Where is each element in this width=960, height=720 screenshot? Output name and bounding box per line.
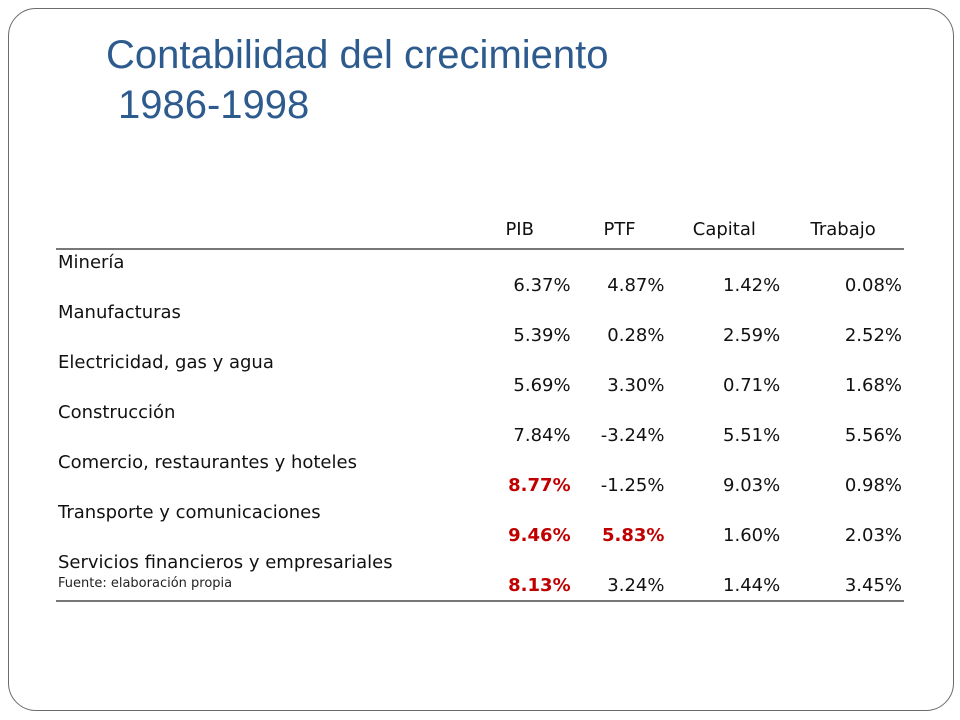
header-sector (56, 210, 467, 250)
cell-pib: 7.84% (513, 425, 571, 446)
cell-ptf: -3.24% (600, 425, 665, 446)
cell-ptf: 3.30% (607, 375, 665, 396)
sector-label: Comercio, restaurantes y hoteles (58, 452, 357, 473)
table-row: Transporte y comunicaciones 9.46% 5.83% 1.6… (56, 500, 904, 550)
cell-ptf: 3.24% (572, 550, 667, 602)
table-row: Servicios financieros y empresariales 8.1… (56, 550, 904, 602)
header-capital: Capital (666, 210, 783, 250)
sector-label: Electricidad, gas y agua (58, 352, 274, 373)
header-ptf: PTF (572, 210, 667, 250)
cell-pib: 9.46% (508, 525, 571, 546)
sector-label: Manufacturas (58, 302, 181, 323)
cell-trabajo: 1.68% (844, 375, 902, 396)
cell-pib: 5.39% (513, 325, 571, 346)
source-note: Fuente: elaboración propia (58, 576, 233, 591)
cell-capital: 1.42% (723, 275, 781, 296)
sector-label: Servicios financieros y empresariales (56, 550, 467, 602)
title-line-1: Contabilidad del crecimiento (106, 33, 609, 77)
cell-trabajo: 2.03% (844, 525, 902, 546)
table-row: Manufacturas 5.39% 0.28% 2.59% 2.52% (56, 300, 904, 350)
cell-pib: 8.13% (466, 550, 573, 602)
cell-capital: 5.51% (723, 425, 781, 446)
header-pib: PIB (466, 210, 573, 250)
cell-pib: 8.77% (508, 475, 571, 496)
cell-capital: 1.60% (723, 525, 781, 546)
cell-ptf: 5.83% (602, 525, 665, 546)
cell-capital: 1.44% (666, 550, 783, 602)
cell-trabajo: 2.52% (844, 325, 902, 346)
growth-accounting-table: PIB PTF Capital Trabajo Minería 6.37% 4.87… (56, 210, 904, 602)
cell-pib: 6.37% (513, 275, 571, 296)
table-row: Construcción 7.84% -3.24% 5.51% 5.56% (56, 400, 904, 450)
table-row: Comercio, restaurantes y hoteles 8.77% -1.… (56, 450, 904, 500)
slide-title: Contabilidad del crecimiento 1986-1998 (106, 30, 609, 130)
cell-capital: 9.03% (723, 475, 781, 496)
title-line-2: 1986-1998 (118, 83, 310, 127)
sector-label: Transporte y comunicaciones (58, 502, 321, 523)
table-row: Electricidad, gas y agua 5.69% 3.30% 0.71% 1… (56, 350, 904, 400)
cell-capital: 0.71% (723, 375, 781, 396)
cell-ptf: -1.25% (600, 475, 665, 496)
cell-trabajo: 3.45% (782, 550, 904, 602)
header-trabajo: Trabajo (782, 210, 904, 250)
cell-ptf: 4.87% (607, 275, 665, 296)
cell-trabajo: 0.08% (844, 275, 902, 296)
cell-trabajo: 0.98% (844, 475, 902, 496)
cell-ptf: 0.28% (607, 325, 665, 346)
sector-label: Minería (58, 252, 125, 273)
cell-trabajo: 5.56% (844, 425, 902, 446)
cell-capital: 2.59% (723, 325, 781, 346)
sector-label: Construcción (58, 402, 176, 423)
table-row: Minería 6.37% 4.87% 1.42% 0.08% (56, 249, 904, 300)
cell-pib: 5.69% (513, 375, 571, 396)
table-header-row: PIB PTF Capital Trabajo (56, 210, 904, 250)
